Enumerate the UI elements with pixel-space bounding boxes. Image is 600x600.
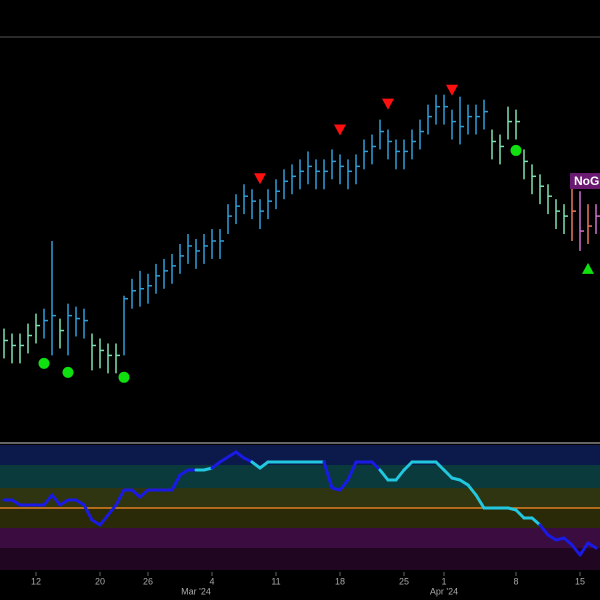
indicator-segment [170,473,182,492]
signal-dot [510,144,522,156]
indicator-segment [466,483,478,497]
signal-down [254,173,266,185]
indicator-segment [98,513,110,527]
indicator-segment [322,460,334,490]
month-label: Apr '24 [430,586,458,596]
x-tick-label: 18 [335,576,345,586]
indicator-segment [226,450,238,459]
indicator-segment [50,493,62,507]
x-tick-label: 15 [575,576,585,586]
indicator-segment [530,516,542,527]
indicator-segment [114,488,126,507]
x-tick-label: 11 [271,576,280,586]
indicator-segment [138,488,150,499]
indicator-segment [82,503,94,522]
signal-up [582,262,594,274]
indicator-segment [402,460,414,472]
indicator-segment [570,543,582,557]
indicator-band [0,528,600,548]
x-tick-label: 1 [441,576,446,586]
indicator-segment [42,493,54,507]
indicator-segment [338,478,350,492]
signal-dot [38,357,50,369]
indicator-segment [74,498,86,507]
indicator-segment [210,460,222,470]
indicator-band [0,548,600,570]
indicator-segment [562,536,574,547]
indicator-segment [130,488,142,499]
indicator-segment [10,498,22,507]
indicator-segment [178,468,190,477]
x-tick-label: 25 [399,576,409,586]
badge: NoG [570,173,600,189]
x-tick-label: 8 [513,576,518,586]
signal-dot [118,371,130,383]
indicator-segment [546,533,558,542]
indicator-segment [474,493,486,510]
indicator-band [0,488,600,508]
x-tick-label: 20 [95,576,105,586]
x-tick-label: 12 [31,576,41,586]
signal-down [382,98,394,110]
indicator-segment [586,541,598,550]
signal-down [334,124,346,136]
indicator-segment [578,541,590,557]
indicator-band [0,445,600,465]
indicator-segment [434,460,446,472]
indicator-segment [378,468,390,482]
signal-dot [62,366,74,378]
signal-down [446,84,458,96]
indicator-segment [538,523,550,537]
indicator-segment [250,460,262,470]
indicator-segment [234,450,246,460]
indicator-segment [514,508,526,520]
indicator-segment [218,455,230,464]
indicator-segment [394,468,406,482]
indicator-segment [442,468,454,480]
indicator-segment [346,460,358,482]
indicator-segment [58,498,70,507]
indicator-segment [106,503,118,517]
indicator-band [0,508,600,528]
indicator-segment [258,460,270,470]
indicator-segment [90,518,102,527]
indicator-band [0,465,600,488]
indicator-segment [458,478,470,487]
x-tick-label: 4 [209,576,214,586]
month-label: Mar '24 [181,586,211,596]
x-tick-label: 26 [143,576,153,586]
indicator-segment [370,460,382,472]
